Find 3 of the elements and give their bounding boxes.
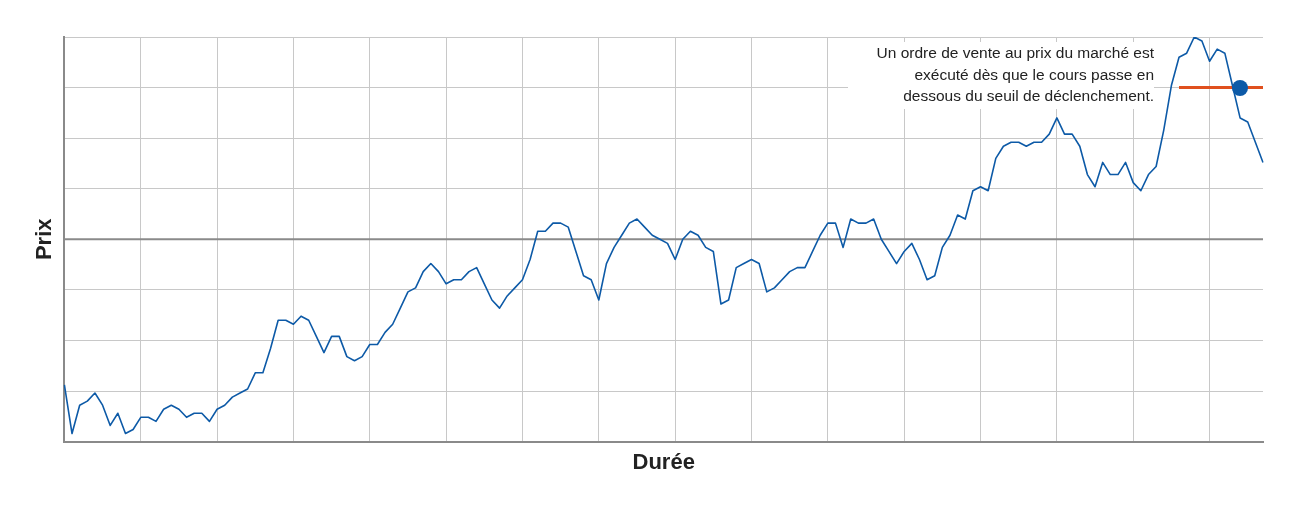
x-axis-title: Durée <box>632 448 695 474</box>
y-axis-title: Prix <box>31 217 57 261</box>
annotation: Un ordre de vente au prix du marché est exécuté dès que le cours passe en dessous du seuil de déclenchement. <box>848 42 1154 109</box>
